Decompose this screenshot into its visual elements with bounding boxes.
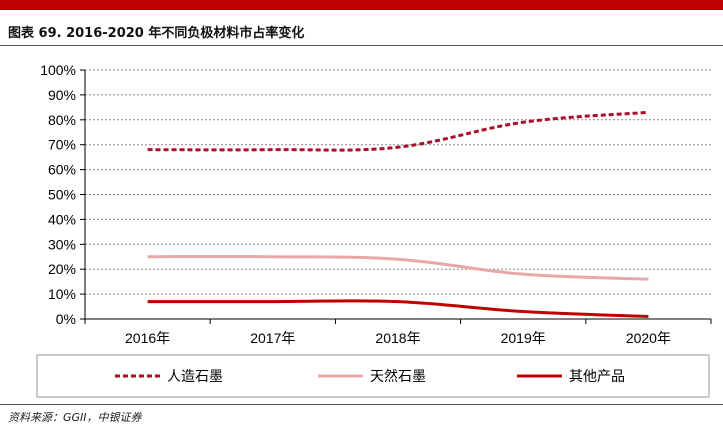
- x-tick-label: 2020年: [626, 330, 671, 346]
- y-tick-label: 70%: [48, 137, 76, 153]
- series-line-other-products: [147, 299, 649, 319]
- legend: 人造石墨 天然石墨 其他产品: [36, 354, 710, 398]
- x-tick-label: 2019年: [501, 330, 546, 346]
- line-chart: 0%10%20%30%40%50%60%70%80%90%100% 2016年 2…: [36, 62, 712, 398]
- series-line-natural-graphite: [147, 255, 649, 281]
- axes: [80, 69, 712, 324]
- gridlines: [85, 69, 711, 295]
- y-tick-label: 80%: [48, 112, 76, 128]
- brand-top-bar: [0, 0, 723, 10]
- y-tick-label: 60%: [48, 162, 76, 178]
- source-note: 资料来源：GGII，中银证券: [8, 411, 142, 424]
- figure-title: 图表 69. 2016-2020 年不同负极材料市占率变化: [8, 26, 305, 41]
- y-tick-labels: 0% 10% 20% 30% 40% 50% 60% 70% 80% 90% 100%: [40, 62, 76, 327]
- x-tick-label: 2017年: [250, 330, 295, 346]
- y-tick-label: 30%: [48, 236, 76, 252]
- title-divider: [0, 45, 723, 46]
- x-tick-label: 2016年: [125, 330, 170, 346]
- series-lines: [147, 110, 649, 319]
- x-tick-label: 2018年: [375, 330, 420, 346]
- y-tick-label: 20%: [48, 261, 76, 277]
- x-tick-labels: 2016年 2017年 2018年 2019年 2020年: [125, 330, 671, 346]
- y-tick-label: 50%: [48, 187, 76, 203]
- y-tick-label: 40%: [48, 211, 76, 227]
- y-tick-label: 90%: [48, 87, 76, 103]
- legend-label-other-products: 其他产品: [569, 369, 625, 385]
- y-tick-label: 0%: [56, 311, 76, 327]
- legend-label-natural-graphite: 天然石墨: [370, 368, 426, 385]
- y-tick-label: 10%: [48, 286, 76, 302]
- footer-divider: [0, 404, 723, 405]
- legend-box: [36, 354, 710, 398]
- legend-label-artificial-graphite: 人造石墨: [167, 369, 223, 385]
- y-tick-label: 100%: [40, 62, 76, 78]
